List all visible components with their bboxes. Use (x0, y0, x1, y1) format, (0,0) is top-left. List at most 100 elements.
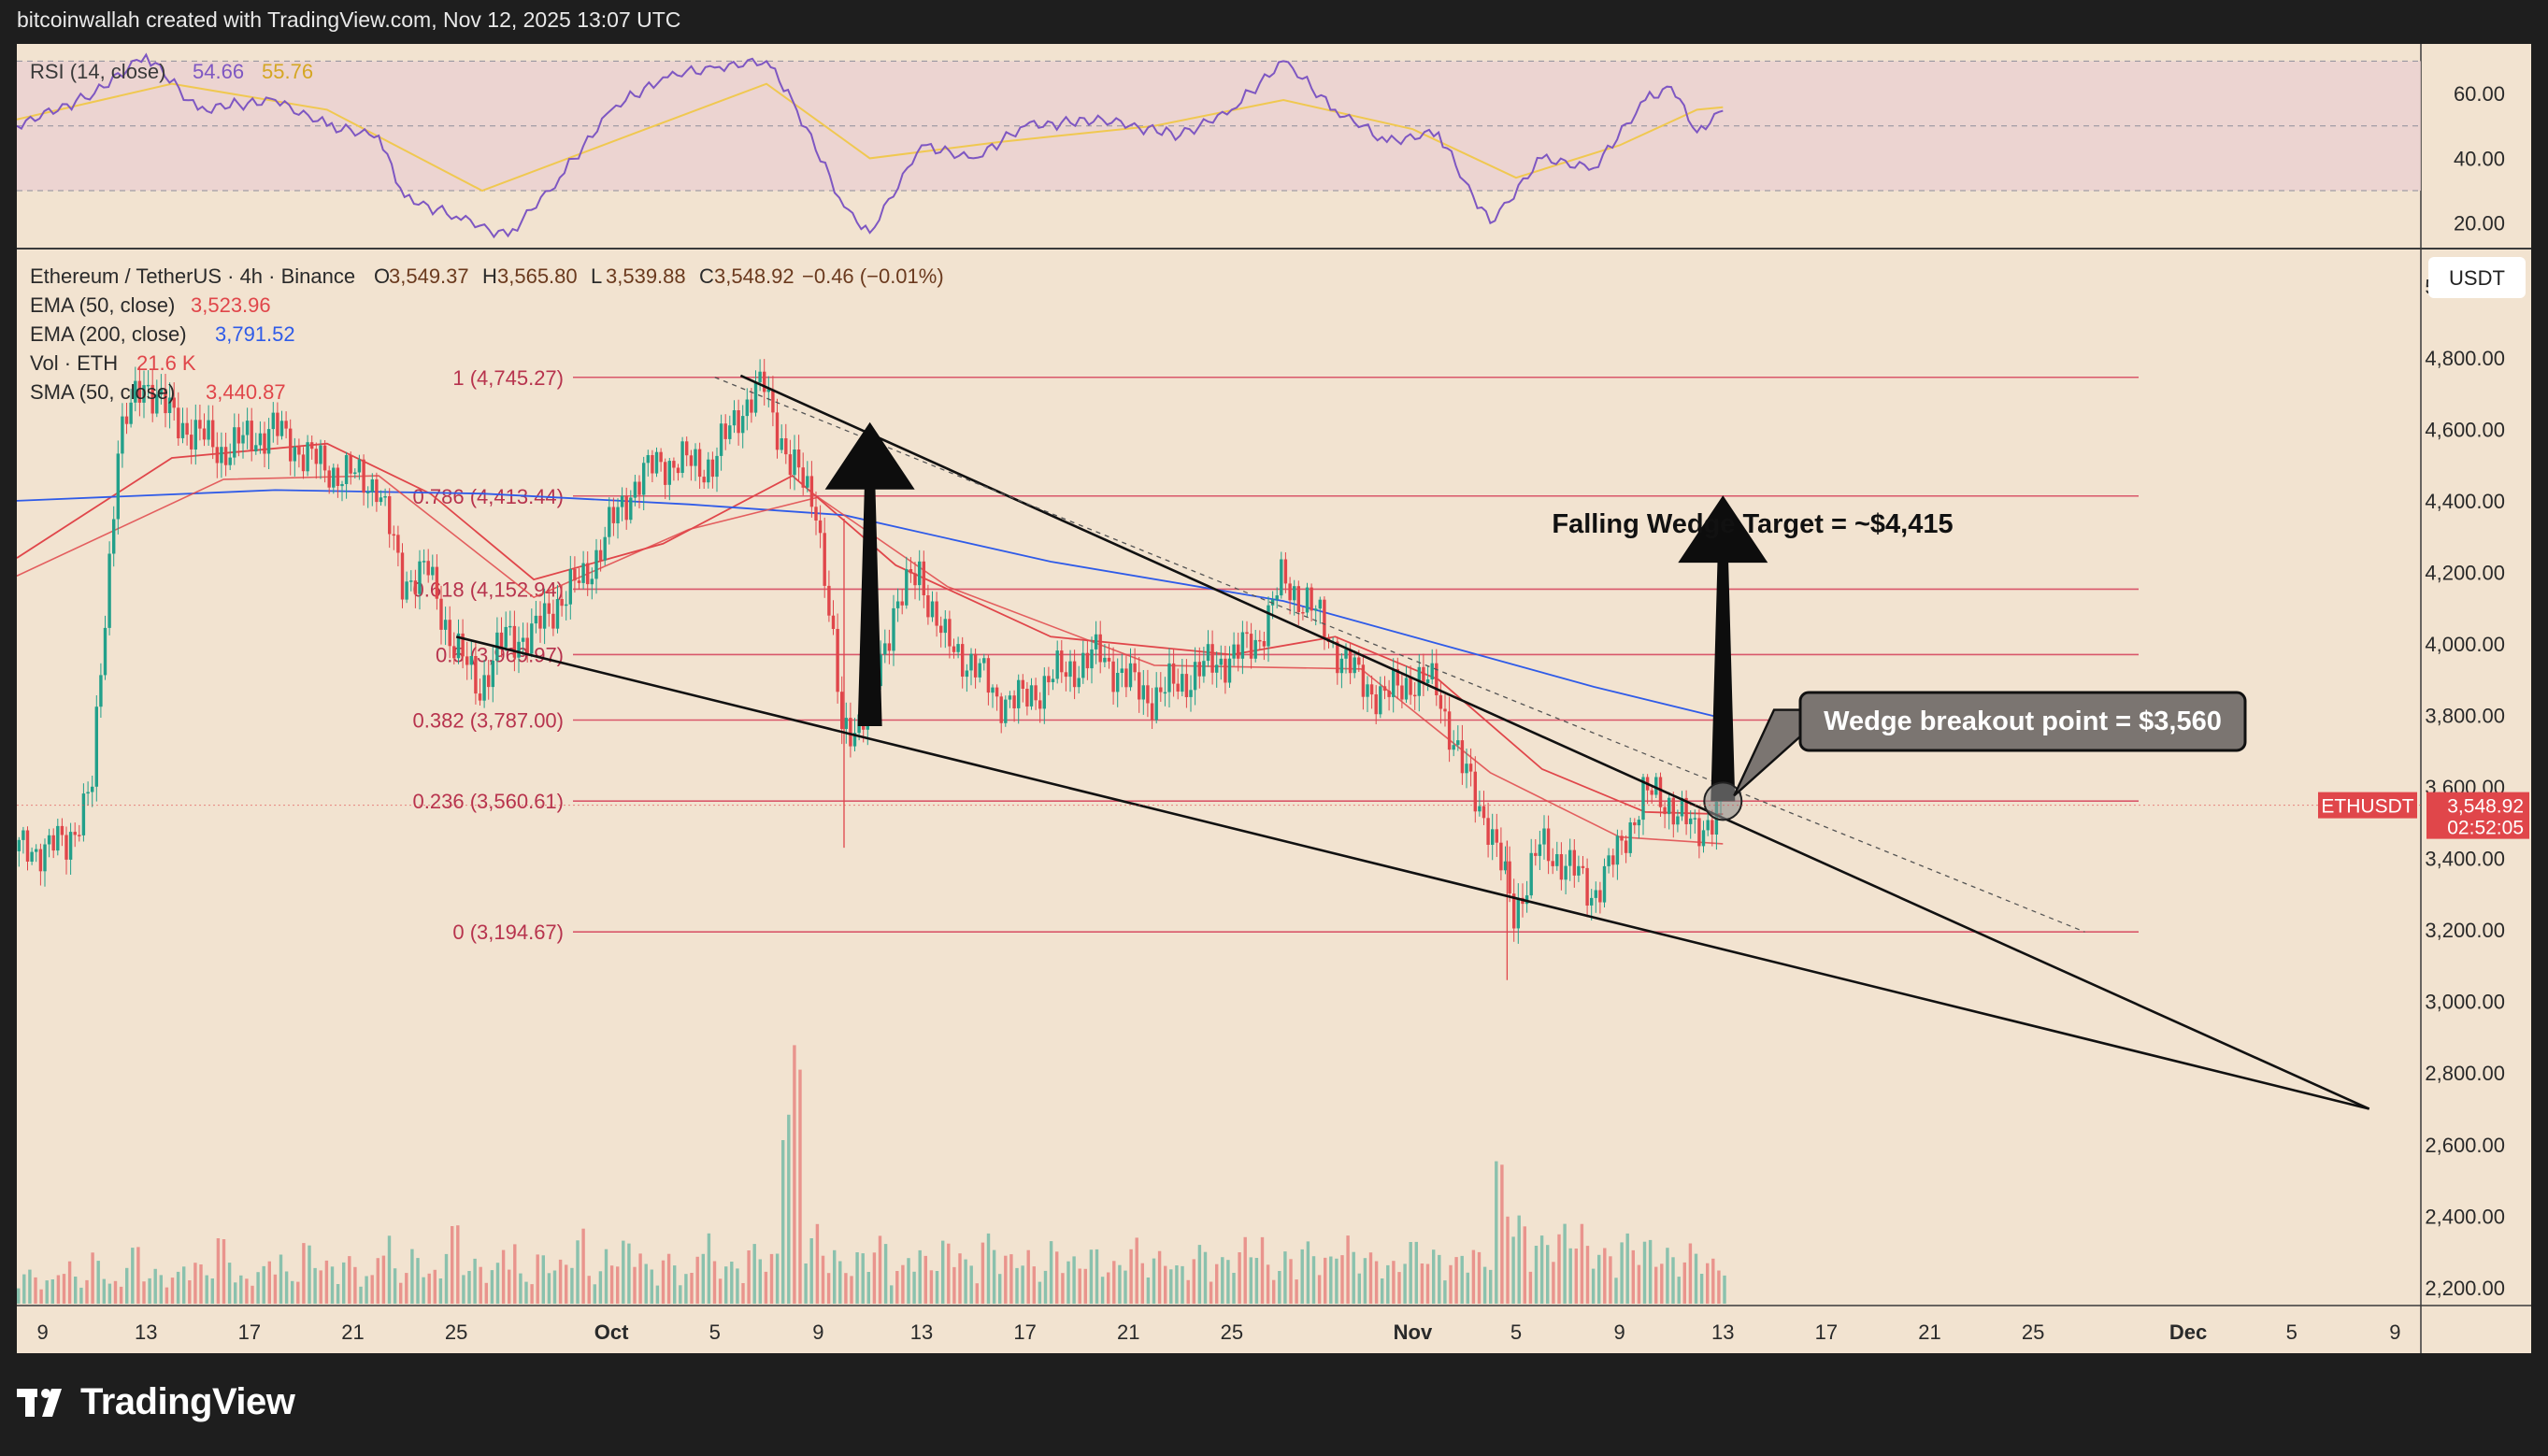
candle-body (68, 832, 73, 860)
candle-body (405, 581, 408, 600)
candle-body (969, 653, 973, 671)
candle-body (1430, 663, 1434, 679)
volume-bar (1568, 1248, 1572, 1304)
candle-body (1392, 668, 1396, 697)
candle-body (1482, 806, 1486, 819)
tradingview-brand[interactable]: TradingView (17, 1381, 295, 1423)
volume-bar (1311, 1256, 1316, 1304)
candle-body (327, 470, 331, 488)
volume-bar (524, 1281, 528, 1304)
volume-bar (581, 1228, 585, 1304)
candle-body (396, 535, 400, 553)
candle-body (233, 427, 236, 458)
symbol-badge (2318, 792, 2417, 819)
volume-bar (79, 1287, 83, 1304)
candle-body (565, 604, 568, 607)
candle-body (478, 693, 482, 701)
price-axis-tick: 3,800.00 (2425, 705, 2505, 728)
volume-bar (1066, 1261, 1070, 1304)
candle-body (710, 459, 715, 478)
volume-bar (353, 1266, 357, 1304)
volume-bar (730, 1262, 734, 1304)
candle-body (547, 603, 551, 614)
volume-bar (422, 1277, 425, 1304)
candle-body (508, 625, 512, 628)
volume-bar (159, 1275, 163, 1304)
volume-bar (855, 1252, 859, 1304)
candle-body (322, 445, 327, 471)
volume-bar (901, 1264, 905, 1304)
volume-bar (148, 1278, 151, 1304)
volume-bar (598, 1271, 603, 1304)
volume-bar (1409, 1242, 1412, 1304)
candle-body (560, 599, 564, 607)
candle-body (530, 623, 534, 654)
candle-body (1624, 840, 1628, 853)
price-badge (2426, 792, 2529, 839)
volume-bar (866, 1272, 870, 1304)
candle-body (202, 428, 207, 440)
wedge-fib-diagonal-line (714, 377, 2085, 933)
candle-body (1210, 644, 1214, 673)
volume-bar (1392, 1261, 1396, 1304)
candle-body (1551, 861, 1554, 866)
volume-bar (467, 1271, 471, 1304)
volume-bar (633, 1266, 637, 1304)
rsi-axis-tick: 20.00 (2454, 212, 2505, 236)
candle-body (379, 497, 383, 503)
volume-bar (1238, 1252, 1241, 1304)
price-axis-tick: 4,400.00 (2425, 490, 2505, 513)
volume-bar (342, 1262, 346, 1304)
volume-bar (627, 1243, 631, 1304)
candle-body (137, 380, 142, 403)
volume-bar (1300, 1249, 1304, 1304)
candle-body (422, 561, 426, 563)
time-axis-tick: 17 (238, 1320, 261, 1344)
candle-body (392, 534, 395, 536)
candle-body (375, 479, 379, 503)
volume-bar (1597, 1254, 1601, 1304)
time-axis-tick: 17 (1815, 1320, 1838, 1344)
candle-body (758, 371, 762, 383)
volume-bar (781, 1140, 785, 1304)
volume-bar (1324, 1257, 1327, 1304)
time-axis-tick: 9 (1614, 1320, 1625, 1344)
candle-body (956, 644, 960, 652)
candle-body (982, 658, 986, 664)
candle-body (142, 385, 146, 403)
candle-body (293, 447, 296, 462)
candle-body (1025, 689, 1029, 707)
candle-body (1215, 664, 1219, 673)
candle-body (961, 644, 965, 677)
candle-body (745, 399, 749, 417)
price-chart[interactable]: RSI (14, close) 54.66 55.76 60.00 40.00 20.00… (17, 44, 2531, 1353)
candle-body (999, 696, 1003, 723)
candle-body (1353, 657, 1356, 674)
candle-body (25, 830, 30, 862)
candle-body (1181, 674, 1184, 692)
candle-body (1301, 612, 1305, 614)
candle-body (228, 457, 232, 465)
candle-body (1676, 816, 1680, 825)
rebound-arrow-shape (824, 421, 915, 727)
candle-body (332, 467, 336, 488)
candle-body (1124, 668, 1128, 688)
candle-body (1167, 663, 1171, 692)
volume-bar (1221, 1257, 1224, 1304)
currency-badge[interactable]: USDT (2428, 257, 2526, 298)
candle-body (306, 442, 309, 472)
volume-bar (833, 1249, 837, 1304)
time-axis-tick: Oct (594, 1320, 629, 1344)
chart-frame[interactable]: RSI (14, close) 54.66 55.76 60.00 40.00 20.00… (17, 44, 2531, 1353)
candle-body (362, 459, 365, 493)
volume-bar (234, 1282, 237, 1304)
volume-bar (245, 1278, 249, 1304)
candle-body (78, 835, 81, 836)
volume-bar (793, 1045, 796, 1304)
volume-bar (1266, 1264, 1270, 1304)
volume-bar (251, 1285, 254, 1304)
candle-body (827, 585, 831, 616)
candle-body (1435, 663, 1439, 695)
volume-bar (199, 1264, 203, 1304)
candle-body (1098, 634, 1102, 663)
